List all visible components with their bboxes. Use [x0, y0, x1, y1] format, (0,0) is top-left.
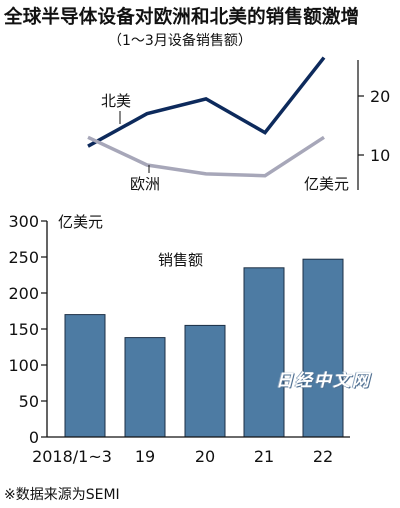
x-tick-label: 21 — [254, 447, 274, 466]
y-axis-unit: 亿美元 — [304, 175, 349, 193]
x-tick-label: 19 — [135, 447, 155, 466]
y-tick-label: 10 — [370, 146, 390, 165]
series-label-europe: 欧洲 — [130, 175, 160, 193]
y-axis-unit: 亿美元 — [58, 213, 103, 231]
x-tick-label: 22 — [313, 447, 333, 466]
x-tick-label: 20 — [195, 447, 215, 466]
bar — [243, 267, 285, 438]
y-tick-label: 0 — [29, 428, 39, 447]
bar — [184, 324, 226, 438]
series-label: 销售额 — [158, 251, 203, 269]
series-label-north-america: 北美 — [101, 92, 131, 110]
y-tick-label: 150 — [8, 320, 39, 339]
x-tick-label: 2018/1~3 — [32, 447, 112, 466]
y-tick-label: 50 — [19, 392, 39, 411]
y-tick-label: 250 — [8, 248, 39, 267]
bar — [302, 258, 344, 438]
y-tick-label: 300 — [8, 212, 39, 231]
y-tick-label: 20 — [370, 87, 390, 106]
chart-title: 全球半导体设备对欧洲和北美的销售额激增 — [4, 7, 360, 28]
watermark-logo: 日经中文网 — [276, 371, 371, 391]
source-note: ※数据来源为SEMI — [4, 487, 120, 503]
series-line-europe — [87, 135, 325, 178]
bar — [64, 314, 106, 438]
chart-subtitle: （1～3月设备销售额） — [108, 33, 252, 49]
bar — [124, 337, 166, 438]
series-line-north-america — [87, 56, 326, 148]
y-tick-label: 200 — [8, 284, 39, 303]
y-tick-label: 100 — [8, 356, 39, 375]
